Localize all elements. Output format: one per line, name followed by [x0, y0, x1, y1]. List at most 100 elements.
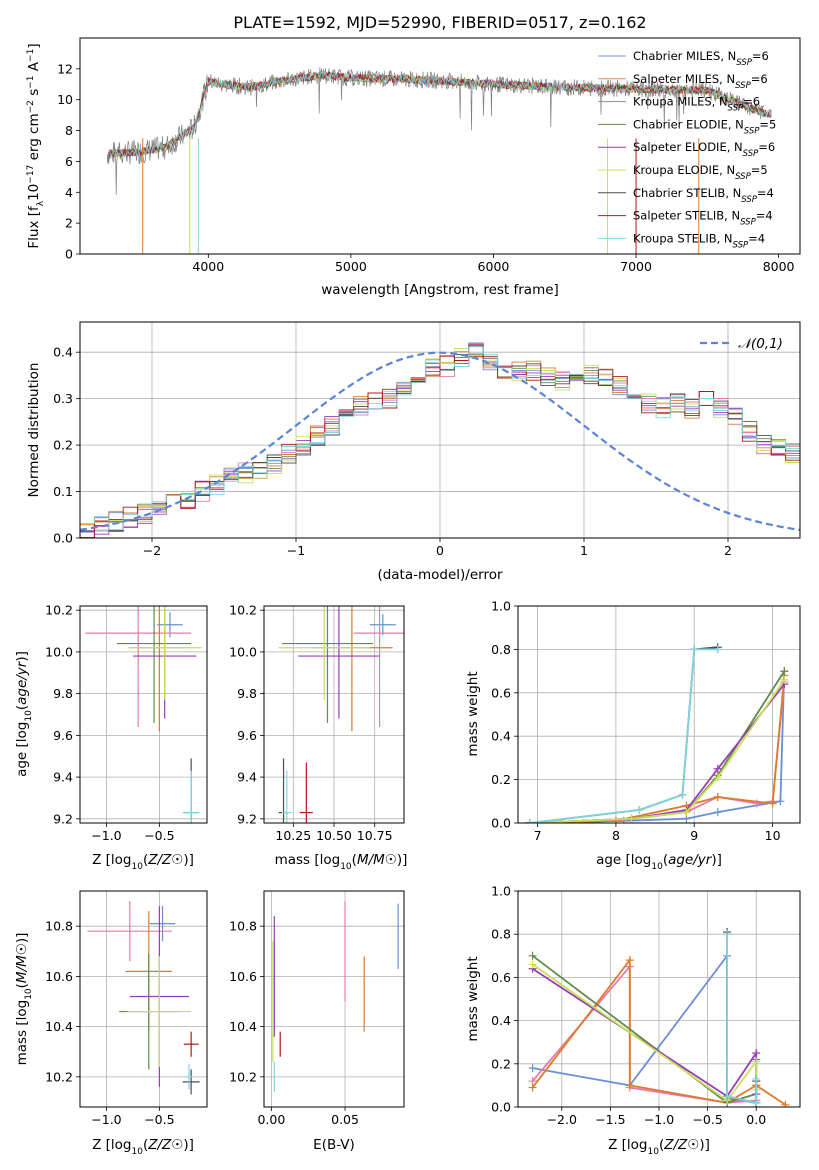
mass-weight-line: [529, 646, 718, 823]
model-spectrum-line: [108, 70, 772, 158]
y-tick-label: 6: [65, 154, 73, 169]
x-tick-label: 10.50: [316, 828, 352, 843]
y-tick-label: 0.0: [491, 816, 511, 831]
errorbar-group: [85, 606, 202, 823]
x-tick-label: 6000: [478, 259, 510, 274]
mass-weight-marker: [625, 1081, 634, 1090]
x-axis-label: E(B-V): [313, 1137, 355, 1153]
histogram-step: [80, 344, 800, 538]
legend-label: Chabrier STELIB, NSSP=4: [633, 186, 774, 205]
y-tick-label: 10.2: [229, 603, 257, 618]
x-tick-label: 4000: [192, 259, 224, 274]
y-tick-label: 0.4: [491, 1013, 511, 1028]
y-tick-label: 10.6: [45, 969, 73, 984]
mass-weight-marker: [752, 1057, 761, 1066]
y-tick-label: 9.8: [53, 686, 73, 701]
chart-title: PLATE=1592, MJD=52990, FIBERID=0517, z=0…: [233, 13, 646, 32]
errorbar-group: [87, 901, 200, 1095]
x-axis-label: Z [log10(Z/Z☉)]: [92, 1137, 194, 1157]
y-tick-label: 0.2: [491, 772, 511, 787]
legend-label: Chabrier MILES, NSSP=6: [633, 49, 769, 68]
spectrum-lines: [106, 67, 772, 254]
x-axis-label: (data-model)/error: [377, 567, 503, 583]
legend-label: Kroupa MILES, NSSP=6: [633, 95, 760, 114]
mass-weight-line: [726, 932, 758, 1104]
x-tick-label: −1.0: [644, 1112, 674, 1127]
y-axis-label: age [log10(age/yr)]: [14, 651, 34, 777]
x-tick-label: 8: [612, 828, 620, 843]
mass-weight-marker: [713, 808, 722, 817]
x-tick-label: −0.5: [144, 1112, 174, 1127]
x-tick-label: 1: [580, 543, 588, 558]
mass-weight-line: [726, 934, 758, 1104]
y-tick-label: 0.4: [53, 345, 73, 360]
y-tick-label: 0.0: [491, 1100, 511, 1115]
y-tick-label: 0.8: [491, 642, 511, 657]
mass-weight-marker: [690, 645, 699, 654]
x-tick-label: 8000: [763, 259, 795, 274]
x-tick-label: −1.5: [595, 1112, 625, 1127]
histogram-step: [80, 348, 800, 531]
x-axis-label: mass [log10(M/M☉)]: [275, 852, 408, 872]
histogram-step: [80, 342, 800, 533]
weight-lines: [525, 643, 789, 823]
y-tick-label: 0.8: [491, 927, 511, 942]
legend-label: Salpeter STELIB, NSSP=4: [633, 209, 773, 228]
axes-frame: [79, 321, 801, 539]
mass-weight-marker: [723, 1092, 732, 1101]
mass-weight-marker: [780, 675, 789, 684]
mass-weight-marker: [713, 792, 722, 801]
y-tick-label: 0.6: [491, 685, 511, 700]
x-tick-label: −0.5: [144, 828, 174, 843]
mass-weight-marker: [723, 930, 732, 939]
axes-frame: [263, 890, 405, 1108]
mass-weight-marker: [625, 956, 634, 965]
x-tick-label: 0.00: [257, 1112, 285, 1127]
x-tick-label: −2.0: [547, 1112, 577, 1127]
y-tick-label: 2: [65, 216, 73, 231]
y-axis-label: mass weight: [465, 671, 481, 756]
y-tick-label: 0.0: [53, 531, 73, 546]
mass-weight-marker: [611, 816, 620, 823]
histogram-step: [80, 345, 800, 532]
mass-weight-line: [531, 957, 786, 1106]
y-tick-label: 9.2: [53, 811, 73, 826]
mass-weight-marker: [525, 819, 534, 823]
y-tick-label: 12: [57, 61, 73, 76]
x-tick-label: −2: [143, 543, 161, 558]
y-tick-label: 0: [65, 247, 73, 262]
y-tick-label: 4: [65, 185, 73, 200]
legend-label: 𝒩(0,1): [738, 336, 783, 352]
x-tick-label: −1.0: [91, 1112, 121, 1127]
mass-weight-line: [532, 955, 758, 1104]
x-tick-label: 10: [765, 828, 781, 843]
y-axis-label: Normed distribution: [26, 363, 42, 498]
x-axis-label: Z [log10(Z/Z☉)]: [608, 1137, 710, 1157]
x-tick-label: 10.25: [275, 828, 311, 843]
mass-weight-marker: [635, 805, 644, 814]
mass-weight-marker: [752, 1074, 761, 1083]
legend-label: Chabrier ELODIE, NSSP=5: [633, 117, 776, 136]
mass-weight-marker: [528, 960, 537, 969]
axes-frame: [79, 37, 801, 255]
y-tick-label: 10.0: [45, 644, 73, 659]
y-tick-label: 10.4: [229, 1019, 257, 1034]
y-tick-label: 9.8: [237, 686, 257, 701]
mass-weight-marker: [780, 667, 789, 676]
y-tick-label: 1.0: [491, 599, 511, 614]
y-tick-label: 0.2: [491, 1056, 511, 1071]
normal-distribution-curve: [80, 351, 800, 531]
x-axis-label: Z [log10(Z/Z☉)]: [92, 852, 194, 872]
y-tick-label: 0.6: [491, 970, 511, 985]
y-axis-label: Flux [fλ10−17 erg cm−2 s−1 A−1]: [26, 43, 46, 248]
y-tick-label: 10.2: [229, 1069, 257, 1084]
x-axis-label: wavelength [Angstrom, rest frame]: [321, 282, 559, 298]
y-axis-label: mass weight: [465, 956, 481, 1041]
mass-weight-marker: [768, 799, 777, 808]
y-tick-label: 1.0: [491, 884, 511, 899]
histogram-group: [80, 342, 800, 538]
x-tick-label: −0.5: [692, 1112, 722, 1127]
axes-frame: [517, 605, 801, 824]
mass-weight-line: [532, 953, 758, 1107]
